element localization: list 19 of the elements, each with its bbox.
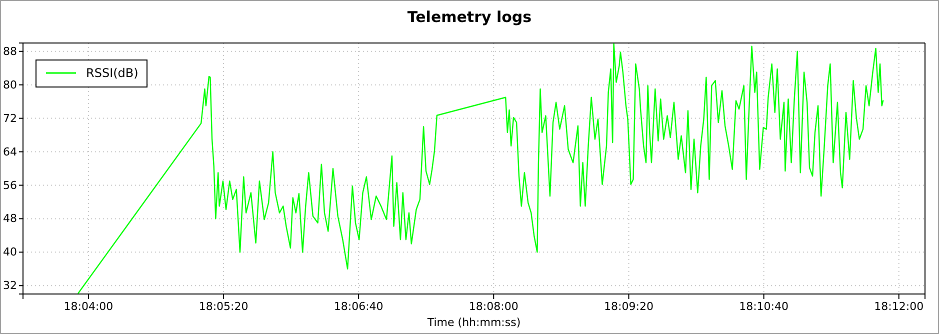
y-tick-label: 72 bbox=[3, 112, 17, 125]
y-tick-label: 88 bbox=[3, 44, 17, 58]
y-tick-label: 56 bbox=[3, 178, 17, 192]
x-tick-label: 18:12:00 bbox=[874, 300, 924, 313]
x-tick-label: 18:04:00 bbox=[64, 300, 114, 313]
x-tick-label: 18:06:40 bbox=[334, 300, 384, 313]
x-tick-label: 18:05:20 bbox=[198, 300, 248, 313]
x-axis-title: Time (hh:mm:ss) bbox=[426, 316, 521, 329]
legend-label: RSSI(dB) bbox=[86, 66, 138, 80]
y-tick-label: 40 bbox=[3, 246, 17, 259]
line-series bbox=[78, 43, 884, 294]
x-tick-label: 18:09:20 bbox=[604, 300, 654, 313]
x-tick-label: 18:10:40 bbox=[739, 300, 789, 313]
y-tick-label: 64 bbox=[3, 145, 17, 158]
y-tick-label: 48 bbox=[3, 212, 17, 226]
y-tick-label: 80 bbox=[3, 78, 17, 92]
chart-title: Telemetry logs bbox=[407, 8, 532, 26]
x-tick-label: 18:08:00 bbox=[468, 300, 518, 313]
y-tick-label: 32 bbox=[3, 279, 17, 292]
